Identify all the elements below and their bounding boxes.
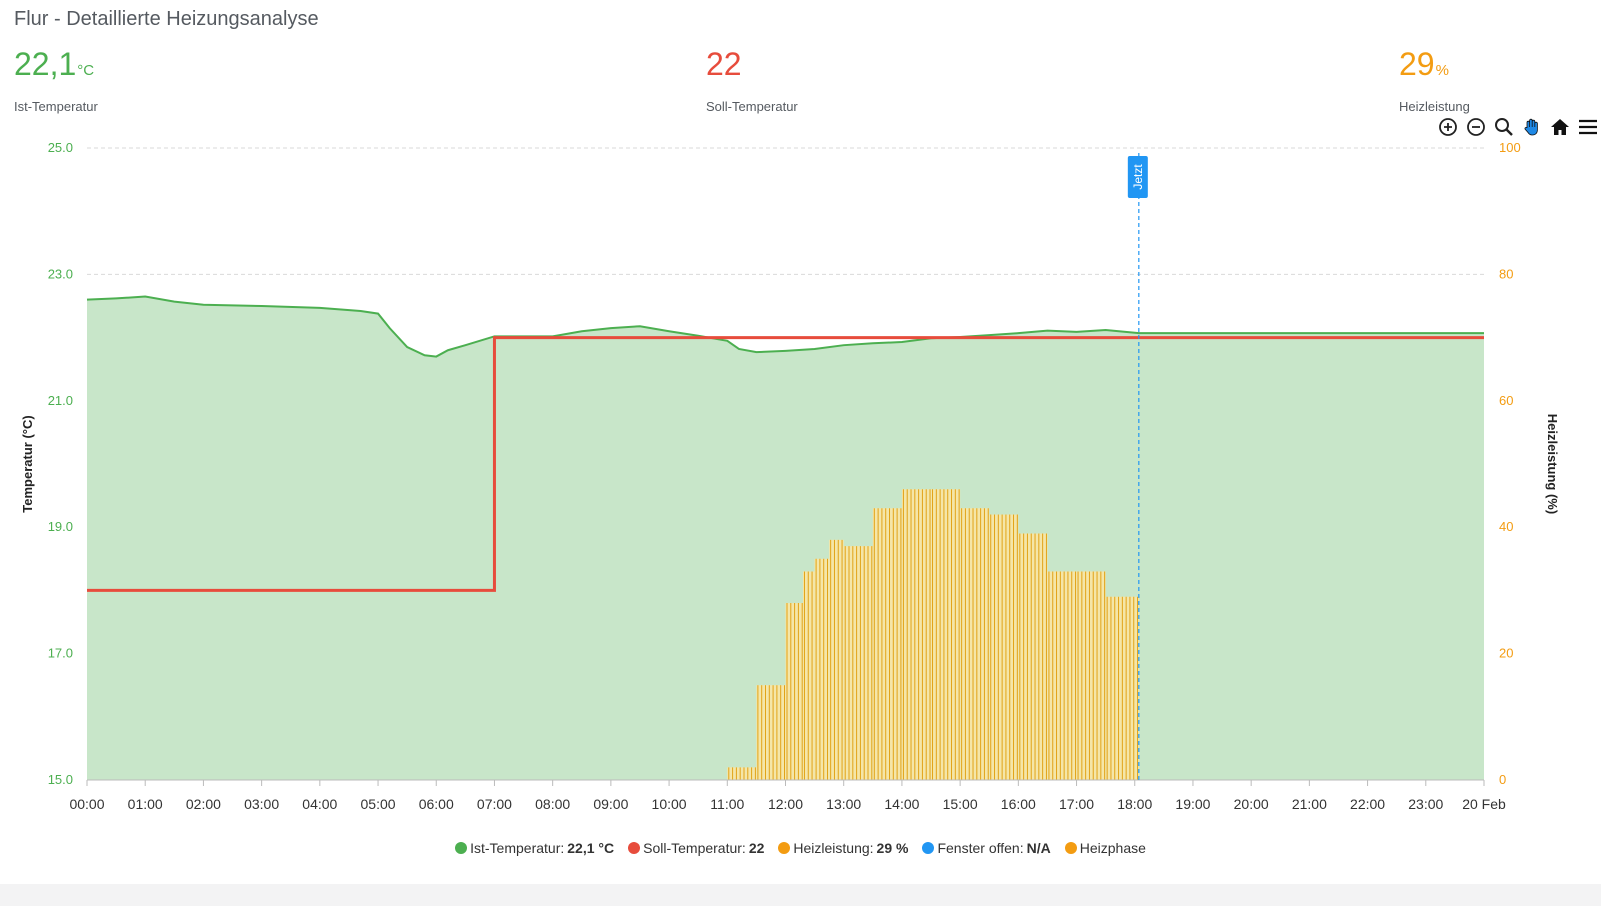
stat-value: 29% (1399, 46, 1449, 82)
x-tick-label: 02:00 (186, 796, 221, 812)
legend-value: 29 % (876, 840, 909, 856)
bar-heizleistung (829, 539, 844, 780)
line-soll-temperatur (87, 336, 1484, 592)
stat-value: 22,1°C (14, 46, 95, 82)
x-tick-label: 09:00 (593, 796, 628, 812)
y-tick-left: 17.0 (48, 646, 73, 661)
menu-icon[interactable] (1577, 116, 1599, 138)
home-icon[interactable] (1549, 116, 1571, 138)
y-tick-left: 15.0 (48, 772, 73, 787)
x-tick-label: 10:00 (652, 796, 687, 812)
x-tick-label: 21:00 (1292, 796, 1327, 812)
y-tick-right: 60 (1499, 393, 1513, 408)
stat-label: Heizleistung (1399, 99, 1470, 114)
x-tick-label: 20 Feb (1462, 796, 1506, 812)
now-marker-badge (1127, 156, 1148, 198)
legend-label: Heizleistung: (793, 840, 874, 856)
legend-fenster-offen[interactable]: Fenster offen: N/A (922, 840, 1051, 856)
x-tick-label: 15:00 (943, 796, 978, 812)
x-tick-label: 19:00 (1175, 796, 1210, 812)
chart-toolbar (1437, 116, 1599, 138)
x-tick-label: 07:00 (477, 796, 512, 812)
x-tick-label: 20:00 (1234, 796, 1269, 812)
x-tick-label: 18:00 (1117, 796, 1152, 812)
x-tick-label: 00:00 (69, 796, 104, 812)
y-tick-left: 23.0 (48, 266, 73, 281)
legend-label: Fenster offen: (937, 840, 1024, 856)
y-tick-right: 20 (1499, 646, 1513, 661)
y-tick-left: 19.0 (48, 519, 73, 534)
legend-value: 22 (748, 840, 765, 856)
bar-heizleistung (814, 558, 830, 780)
x-tick-label: 13:00 (826, 796, 861, 812)
bar-heizleistung (802, 571, 815, 780)
chart-card: Flur - Detaillierte Heizungsanalyse 22,1… (0, 0, 1601, 856)
x-tick-label: 17:00 (1059, 796, 1094, 812)
chart-legend: Ist-Temperatur: 22,1 °C Soll-Temperatur:… (0, 840, 1601, 856)
x-tick-label: 12:00 (768, 796, 803, 812)
y-tick-left: 25.0 (48, 140, 73, 155)
y-tick-right: 40 (1499, 519, 1513, 534)
stat-label: Soll-Temperatur (706, 99, 798, 114)
x-tick-label: 23:00 (1408, 796, 1443, 812)
x-tick-label: 08:00 (535, 796, 570, 812)
page-title: Flur - Detaillierte Heizungsanalyse (14, 8, 319, 30)
legend-label: Soll-Temperatur: (643, 840, 746, 856)
now-marker-label: Jetzt (1131, 164, 1145, 190)
legend-marker (778, 842, 791, 854)
legend-heizleistung[interactable]: Heizleistung: 29 % (778, 840, 908, 856)
y-axis-title-left: Temperatur (°C) (20, 415, 35, 512)
x-tick-label: 05:00 (361, 796, 396, 812)
bar-heizleistung (727, 767, 757, 780)
y-tick-right: 80 (1499, 266, 1513, 281)
y-tick-right: 100 (1499, 140, 1521, 155)
stat-heizleistung: 29% Heizleistung (1399, 44, 1470, 114)
legend-marker (628, 842, 641, 854)
heating-chart[interactable]: 15.0 17.0 19.0 21.0 23.0 25.0 0 20 40 60 80 100 Temp… (0, 0, 1601, 840)
legend-value: N/A (1026, 840, 1051, 856)
page-footer (0, 884, 1601, 906)
x-tick-label: 06:00 (419, 796, 454, 812)
legend-marker (455, 842, 468, 854)
legend-ist-temperatur[interactable]: Ist-Temperatur: 22,1 °C (455, 840, 614, 856)
legend-label: Ist-Temperatur: (470, 840, 565, 856)
legend-marker (922, 842, 935, 854)
stat-value: 22 (706, 46, 742, 82)
x-tick-label: 11:00 (710, 796, 744, 812)
stat-ist-temperatur: 22,1°C Ist-Temperatur (14, 44, 98, 114)
legend-soll-temperatur[interactable]: Soll-Temperatur: 22 (628, 840, 764, 856)
pan-hand-icon[interactable] (1521, 116, 1543, 138)
zoom-out-icon[interactable] (1465, 116, 1487, 138)
line-ist-temperatur (86, 295, 1484, 358)
y-axis-title-right: Heizleistung (%) (1545, 414, 1560, 514)
legend-marker (1064, 842, 1077, 854)
stat-soll-temperatur: 22 Soll-Temperatur (706, 44, 798, 114)
x-tick-label: 16:00 (1001, 796, 1036, 812)
legend-heizphase[interactable]: Heizphase (1064, 840, 1146, 856)
y-tick-left: 21.0 (48, 393, 73, 408)
zoom-in-icon[interactable] (1437, 116, 1459, 138)
legend-value: 22,1 °C (567, 840, 615, 856)
y-tick-right: 0 (1499, 772, 1506, 787)
x-tick-label: 01:00 (128, 796, 163, 812)
zoom-icon[interactable] (1493, 116, 1515, 138)
x-tick-label: 04:00 (302, 796, 337, 812)
legend-label: Heizphase (1079, 840, 1146, 856)
stat-label: Ist-Temperatur (14, 99, 98, 114)
x-tick-label: 22:00 (1350, 796, 1385, 812)
x-tick-label: 14:00 (884, 796, 919, 812)
x-tick-label: 03:00 (244, 796, 279, 812)
